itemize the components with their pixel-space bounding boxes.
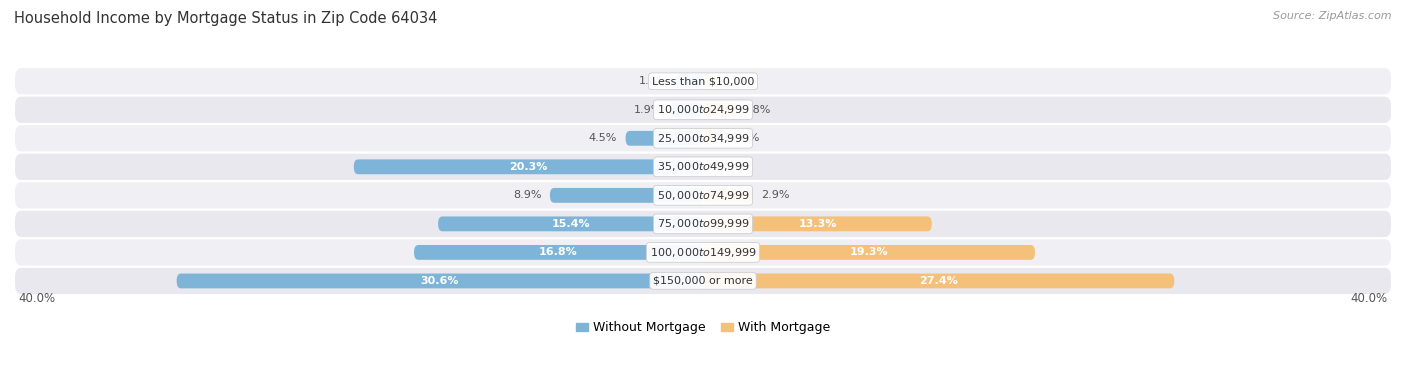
- FancyBboxPatch shape: [703, 274, 1174, 288]
- Text: 1.9%: 1.9%: [633, 105, 662, 115]
- FancyBboxPatch shape: [15, 125, 1391, 152]
- FancyBboxPatch shape: [626, 131, 703, 146]
- Text: Source: ZipAtlas.com: Source: ZipAtlas.com: [1274, 11, 1392, 21]
- Text: 8.9%: 8.9%: [513, 190, 541, 200]
- FancyBboxPatch shape: [15, 97, 1391, 123]
- Legend: Without Mortgage, With Mortgage: Without Mortgage, With Mortgage: [571, 316, 835, 339]
- Text: 4.5%: 4.5%: [589, 133, 617, 143]
- FancyBboxPatch shape: [671, 102, 703, 117]
- Text: 15.4%: 15.4%: [551, 219, 591, 229]
- Text: $35,000 to $49,999: $35,000 to $49,999: [657, 160, 749, 173]
- Text: $150,000 or more: $150,000 or more: [654, 276, 752, 286]
- Text: $75,000 to $99,999: $75,000 to $99,999: [657, 218, 749, 230]
- Text: $25,000 to $34,999: $25,000 to $34,999: [657, 132, 749, 145]
- FancyBboxPatch shape: [15, 182, 1391, 208]
- Text: 0.55%: 0.55%: [721, 76, 756, 86]
- FancyBboxPatch shape: [703, 216, 932, 231]
- Text: 40.0%: 40.0%: [18, 291, 56, 305]
- FancyBboxPatch shape: [703, 74, 713, 89]
- FancyBboxPatch shape: [703, 245, 1035, 260]
- Text: 1.6%: 1.6%: [638, 76, 666, 86]
- Text: 27.4%: 27.4%: [920, 276, 957, 286]
- Text: $100,000 to $149,999: $100,000 to $149,999: [650, 246, 756, 259]
- Text: 0.73%: 0.73%: [724, 133, 759, 143]
- Text: Less than $10,000: Less than $10,000: [652, 76, 754, 86]
- FancyBboxPatch shape: [15, 268, 1391, 294]
- FancyBboxPatch shape: [703, 188, 752, 203]
- FancyBboxPatch shape: [15, 211, 1391, 237]
- Text: 16.8%: 16.8%: [538, 247, 578, 257]
- FancyBboxPatch shape: [413, 245, 703, 260]
- FancyBboxPatch shape: [703, 102, 734, 117]
- Text: 20.3%: 20.3%: [509, 162, 547, 172]
- FancyBboxPatch shape: [550, 188, 703, 203]
- FancyBboxPatch shape: [702, 159, 707, 174]
- FancyBboxPatch shape: [354, 159, 703, 174]
- Text: 30.6%: 30.6%: [420, 276, 460, 286]
- Text: 1.8%: 1.8%: [742, 105, 770, 115]
- Text: 40.0%: 40.0%: [1350, 291, 1388, 305]
- Text: 19.3%: 19.3%: [849, 247, 889, 257]
- Text: $10,000 to $24,999: $10,000 to $24,999: [657, 103, 749, 116]
- FancyBboxPatch shape: [177, 274, 703, 288]
- Text: 2.9%: 2.9%: [762, 190, 790, 200]
- Text: Household Income by Mortgage Status in Zip Code 64034: Household Income by Mortgage Status in Z…: [14, 11, 437, 26]
- FancyBboxPatch shape: [15, 68, 1391, 94]
- FancyBboxPatch shape: [439, 216, 703, 231]
- Text: $50,000 to $74,999: $50,000 to $74,999: [657, 189, 749, 202]
- FancyBboxPatch shape: [703, 131, 716, 146]
- FancyBboxPatch shape: [675, 74, 703, 89]
- Text: 0.14%: 0.14%: [714, 162, 749, 172]
- Text: 13.3%: 13.3%: [799, 219, 837, 229]
- FancyBboxPatch shape: [15, 239, 1391, 265]
- FancyBboxPatch shape: [15, 154, 1391, 180]
